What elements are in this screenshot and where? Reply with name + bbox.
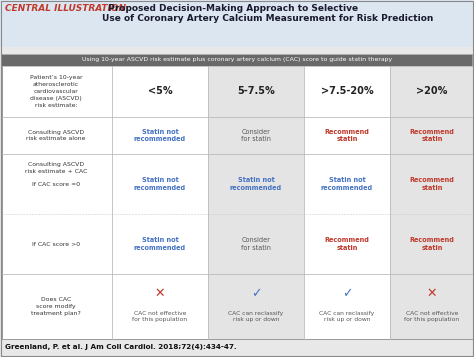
Text: Proposed Decision-Making Approach to Selective
Use of Coronary Artery Calcium Me: Proposed Decision-Making Approach to Sel… [102,4,433,24]
Text: <5%: <5% [148,86,173,96]
Text: If CAC score >0: If CAC score >0 [32,241,80,246]
Text: Recommend
statin: Recommend statin [410,237,455,251]
Text: Statin not
recommended: Statin not recommended [134,177,186,191]
Text: Statin not
recommended: Statin not recommended [230,177,282,191]
Text: Recommend
statin: Recommend statin [325,237,369,251]
Text: Recommend
statin: Recommend statin [410,129,455,142]
Text: Does CAC
score modify
treatment plan?: Does CAC score modify treatment plan? [31,297,81,316]
Text: CAC not effective
for this population: CAC not effective for this population [404,311,460,322]
Text: Statin not
recommended: Statin not recommended [321,177,373,191]
Text: CENTRAL ILLUSTRATION:: CENTRAL ILLUSTRATION: [5,4,129,13]
Text: Consulting ASCVD
risk estimate alone: Consulting ASCVD risk estimate alone [26,130,86,141]
Text: Consulting ASCVD
risk estimate + CAC: Consulting ASCVD risk estimate + CAC [25,162,87,174]
Bar [0,0,474,47]
Text: Consider
for statin: Consider for statin [241,129,271,142]
Text: ✕: ✕ [155,287,165,300]
Text: 5-7.5%: 5-7.5% [237,86,275,96]
Text: Consider
for statin: Consider for statin [241,237,271,251]
Text: Using 10-year ASCVD risk estimate plus coronary artery calcium (CAC) score to gu: Using 10-year ASCVD risk estimate plus c… [82,57,392,62]
Text: ✓: ✓ [342,287,352,300]
Text: CAC can reclassify
risk up or down: CAC can reclassify risk up or down [319,311,374,322]
Bar [390,66,474,339]
Bar [2,54,472,339]
Text: Patient’s 10-year
atherosclerotic
cardiovascular
disease (ASCVD)
risk estimate:: Patient’s 10-year atherosclerotic cardio… [30,75,82,107]
Text: >7.5-20%: >7.5-20% [321,86,374,96]
Text: If CAC score =0: If CAC score =0 [32,181,80,186]
Text: CAC can reclassify
risk up or down: CAC can reclassify risk up or down [228,311,283,322]
Text: Recommend
statin: Recommend statin [410,177,455,191]
Text: Statin not
recommended: Statin not recommended [134,237,186,251]
Bar [208,66,304,339]
Text: ✕: ✕ [427,287,437,300]
Text: Recommend
statin: Recommend statin [325,129,369,142]
Text: ✓: ✓ [251,287,261,300]
Text: Statin not
recommended: Statin not recommended [134,129,186,142]
Text: Greenland, P. et al. J Am Coll Cardiol. 2018;72(4):434-47.: Greenland, P. et al. J Am Coll Cardiol. … [5,344,237,350]
Text: >20%: >20% [416,86,447,96]
Text: CAC not effective
for this population: CAC not effective for this population [132,311,188,322]
Bar [2,54,472,66]
